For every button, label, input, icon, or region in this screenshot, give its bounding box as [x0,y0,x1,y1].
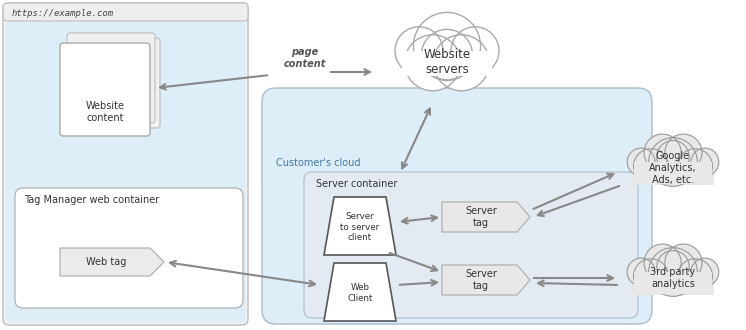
Circle shape [665,244,702,281]
Bar [633,272,712,294]
Circle shape [627,258,655,286]
Circle shape [633,259,668,294]
Circle shape [633,149,668,183]
Bar [633,159,714,185]
Text: Tag Manager web container: Tag Manager web container [24,195,159,205]
FancyBboxPatch shape [60,43,150,136]
Circle shape [691,258,719,286]
Text: https://example.com: https://example.com [12,9,114,17]
Circle shape [451,27,499,75]
FancyBboxPatch shape [262,88,652,324]
FancyBboxPatch shape [304,172,638,318]
Text: Website
servers: Website servers [424,48,471,76]
Circle shape [644,134,681,171]
Text: Server
tag: Server tag [465,206,497,228]
Circle shape [644,244,681,281]
FancyBboxPatch shape [3,3,248,21]
Circle shape [677,149,712,183]
Circle shape [677,259,712,294]
Text: Server
to server
client: Server to server client [340,212,380,242]
Text: Server
tag: Server tag [465,269,497,291]
FancyBboxPatch shape [15,188,243,308]
Text: Web
Client: Web Client [348,283,373,303]
Bar [401,52,493,75]
Circle shape [656,250,689,283]
Polygon shape [442,265,530,295]
Circle shape [656,141,689,173]
Bar [633,269,714,295]
Circle shape [627,148,655,176]
Bar [401,73,493,76]
Text: 3rd party
analytics: 3rd party analytics [651,267,695,289]
Bar [633,162,712,184]
Bar [402,51,492,75]
Circle shape [691,148,719,176]
Text: Website
content: Website content [86,101,125,123]
FancyBboxPatch shape [3,3,248,325]
Text: Web tag: Web tag [86,257,126,267]
Polygon shape [60,248,164,276]
Circle shape [648,138,698,186]
FancyBboxPatch shape [5,22,246,323]
Text: Google
Analytics,
Ads, etc.: Google Analytics, Ads, etc. [649,151,697,184]
Polygon shape [442,202,530,232]
Circle shape [421,29,473,81]
Circle shape [433,35,489,91]
Text: Customer's cloud: Customer's cloud [276,158,360,168]
Text: Server container: Server container [316,179,398,189]
FancyBboxPatch shape [67,33,155,123]
Polygon shape [324,197,396,255]
FancyBboxPatch shape [72,38,160,128]
Text: page
content: page content [283,47,326,69]
Circle shape [404,35,460,91]
Circle shape [648,248,698,296]
Circle shape [413,13,480,80]
Polygon shape [324,263,396,321]
Circle shape [665,134,702,171]
Circle shape [395,27,443,75]
